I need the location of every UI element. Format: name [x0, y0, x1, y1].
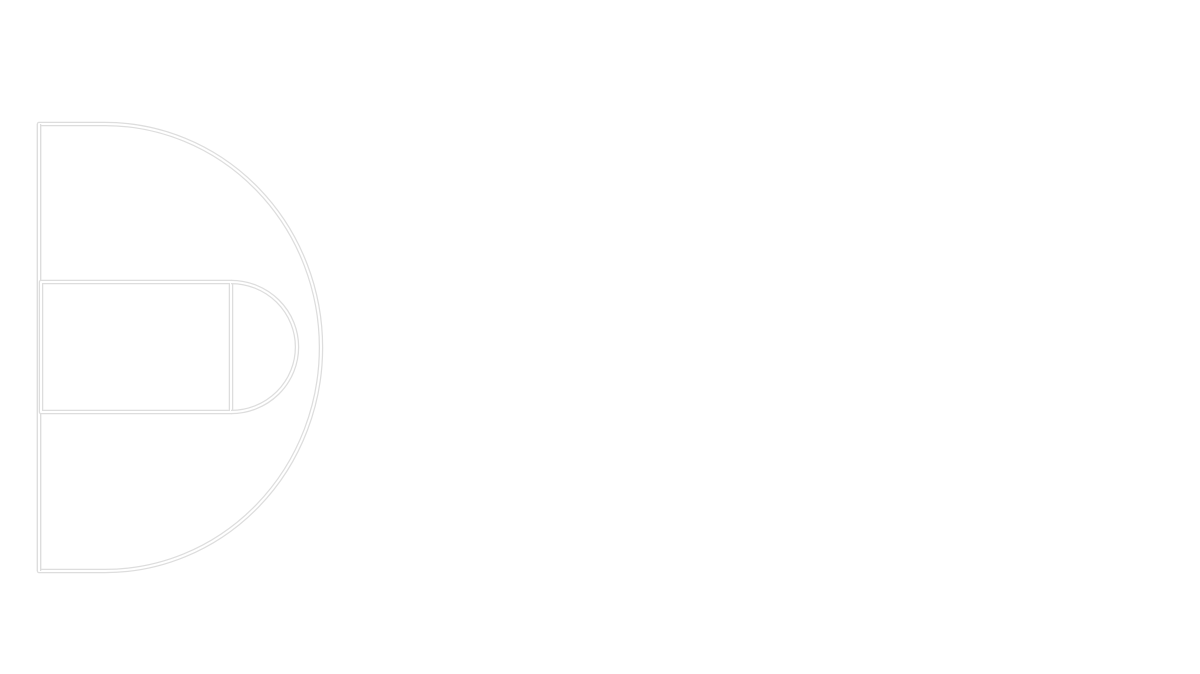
- lane-inner-stroke: [40, 281, 232, 413]
- free-throw-circle: [230, 279, 300, 415]
- free-throw-arc-outer-stroke: [230, 279, 300, 415]
- free-throw-arc-inner-stroke: [230, 281, 298, 413]
- three-point-outer-stroke: [36, 121, 324, 574]
- free-throw-lane: [38, 279, 234, 415]
- lane-outer-stroke: [38, 279, 234, 415]
- three-point-inner-stroke: [38, 123, 322, 572]
- three-point-boundary: [36, 121, 324, 574]
